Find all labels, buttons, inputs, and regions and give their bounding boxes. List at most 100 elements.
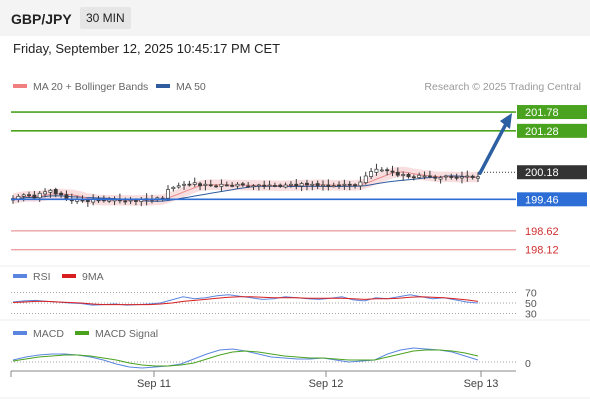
candles: [11, 163, 480, 207]
candle-body: [342, 183, 347, 186]
timeframe-button[interactable]: 30 MIN: [80, 7, 131, 29]
level-201-78-label: 201.78: [525, 107, 559, 119]
x-tick-label: Sep 13: [464, 378, 499, 390]
candle-body: [422, 175, 427, 178]
macd-signal-line: [12, 349, 479, 367]
candle-body: [374, 168, 379, 173]
level-198-62-label: 198.62: [525, 226, 559, 238]
candle-body: [133, 200, 138, 202]
candle-body: [85, 199, 90, 202]
rsi-legend-label: 9MA: [82, 271, 104, 283]
candle-body: [21, 194, 26, 197]
candle-body: [337, 184, 341, 187]
rsi-legend-swatch: [13, 274, 27, 278]
legend-label: MA 20 + Bollinger Bands: [33, 81, 148, 93]
candle-body: [53, 189, 58, 195]
candle-body: [299, 183, 304, 187]
rsi-level-label: 50: [525, 298, 537, 310]
candle-body: [235, 183, 240, 187]
candle-body: [256, 184, 261, 187]
candle-body: [353, 184, 358, 187]
macd-legend-label: MACD Signal: [95, 328, 158, 340]
candle-body: [465, 175, 470, 178]
candle-body: [460, 176, 464, 179]
candle-body: [27, 194, 31, 196]
candle-body: [192, 182, 197, 185]
forecast-arrow-head: [500, 113, 512, 130]
candle-body: [176, 185, 181, 188]
ma50-line: [12, 175, 479, 202]
candle-body: [64, 194, 69, 199]
candle-body: [278, 184, 283, 187]
candle-body: [283, 184, 288, 188]
legend-swatch: [156, 84, 170, 88]
candle-body: [310, 183, 315, 186]
macd-zero-label: 0: [525, 358, 531, 370]
candle-body: [187, 183, 192, 186]
rsi-legend-label: RSI: [33, 271, 51, 283]
forecast-arrow-shaft: [478, 120, 509, 175]
candle-body: [369, 171, 374, 177]
candle-body: [219, 183, 224, 187]
candle-body: [411, 176, 416, 179]
candle-body: [347, 183, 352, 186]
candle-body: [198, 183, 203, 187]
candle-body: [379, 169, 384, 172]
candle-body: [171, 186, 176, 190]
candle-body: [433, 176, 438, 179]
candle-body: [288, 183, 293, 186]
candle-body: [230, 185, 235, 187]
candle-body: [224, 184, 229, 187]
candle-body: [267, 184, 272, 187]
candle-body: [449, 176, 454, 178]
candle-body: [48, 189, 53, 193]
candle-body: [37, 192, 42, 199]
candle-body: [32, 194, 37, 199]
level-200-18-label: 200.18: [525, 167, 559, 179]
candle-body: [476, 176, 480, 179]
level-199-46-label: 199.46: [525, 194, 559, 206]
candle-body: [438, 177, 443, 180]
candle-body: [395, 172, 400, 176]
candle-body: [326, 184, 331, 187]
level-201-28-label: 201.28: [525, 126, 559, 138]
candle-body: [305, 182, 309, 186]
candle-body: [166, 189, 170, 199]
candle-body: [123, 200, 128, 203]
candle-body: [401, 174, 406, 176]
candle-body: [331, 185, 336, 188]
watermark: Research © 2025 Trading Central: [424, 81, 581, 93]
level-199-46-tag: [517, 192, 587, 207]
candle-body: [321, 184, 325, 187]
candle-body: [107, 199, 112, 202]
candle-body: [214, 185, 219, 188]
x-tick-label: Sep 12: [309, 378, 344, 390]
candle-body: [390, 170, 395, 173]
level-201-28-tag: [517, 123, 587, 138]
candle-body: [272, 185, 277, 187]
candle-body: [417, 174, 422, 178]
candle-body: [128, 199, 133, 202]
rsi-legend-swatch: [62, 274, 76, 278]
level-201-78-tag: [517, 105, 587, 120]
candle-body: [358, 181, 363, 187]
candle-body: [59, 192, 64, 196]
candle-body: [208, 184, 213, 187]
candle-body: [470, 175, 475, 178]
macd-legend-label: MACD: [33, 328, 64, 340]
macd-legend-swatch: [13, 331, 27, 335]
candle-body: [363, 175, 368, 184]
rsi-ma-line: [12, 296, 479, 306]
bollinger-band: [13, 166, 478, 206]
candle-body: [385, 169, 390, 172]
candle-body: [80, 199, 85, 202]
timestamp: Friday, September 12, 2025 10:45:17 PM C…: [13, 41, 281, 56]
candle-body: [203, 183, 208, 186]
chart-header: GBP/JPY 30 MIN: [0, 0, 590, 36]
candle-body: [43, 191, 48, 195]
candle-body: [406, 174, 411, 178]
symbol-title: GBP/JPY: [11, 11, 72, 27]
rsi-level-label: 70: [525, 288, 537, 300]
